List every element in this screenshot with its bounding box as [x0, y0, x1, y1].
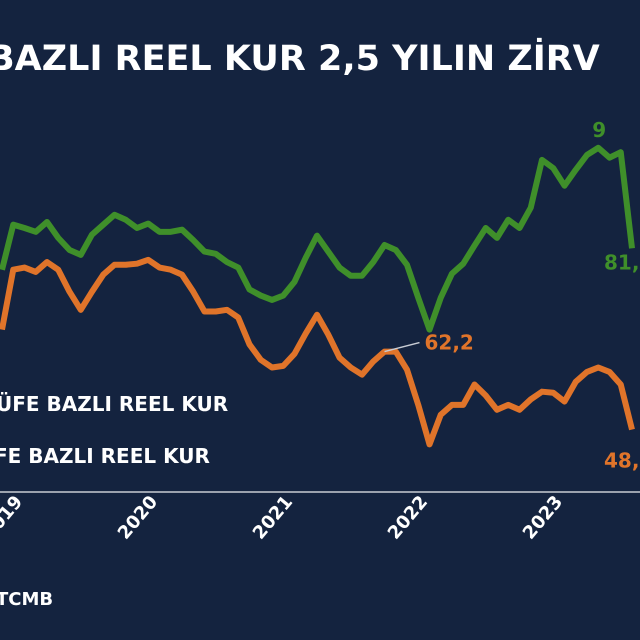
series-line — [0, 256, 635, 448]
annotation-leader — [384, 341, 420, 353]
annotation: 62,2 — [425, 331, 474, 355]
annotation: 81, — [604, 250, 639, 274]
source: TCMB — [0, 589, 53, 610]
annotation: 48, — [604, 449, 639, 473]
legend-label: ÜFE BAZLI REEL KUR — [0, 392, 228, 416]
chart-title: BAZLI REEL KUR 2,5 YILIN ZİRV — [0, 37, 600, 79]
series-line — [0, 144, 635, 333]
annotation: 9 — [592, 118, 606, 142]
legend-label: FE BAZLI REEL KUR — [0, 444, 210, 468]
